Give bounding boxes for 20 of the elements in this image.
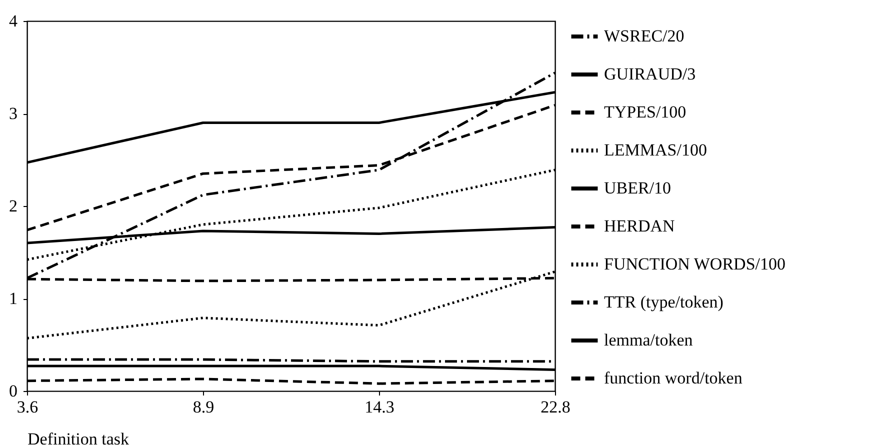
legend-label: WSREC/20 [604,26,684,46]
legend-label: function word/token [604,368,743,388]
legend-label: LEMMAS/100 [604,140,707,160]
legend-label: lemma/token [604,330,694,350]
legend-label: FUNCTION WORDS/100 [604,254,786,274]
legend-label: GUIRAUD/3 [604,64,696,84]
legend-label: HERDAN [604,216,675,236]
x-tick-label: 8.9 [192,398,214,416]
y-tick-label: 1 [9,289,18,308]
x-axis-title: Definition task [28,430,130,448]
y-tick-label: 4 [9,12,18,30]
x-tick-label: 22.8 [540,398,570,416]
x-tick-label: 3.6 [16,398,38,416]
x-tick-label: 14.3 [364,398,394,416]
y-tick-label: 2 [9,196,18,216]
legend-label: TYPES/100 [604,102,686,122]
legend-label: TTR (type/token) [604,292,724,312]
y-tick-label: 3 [9,104,18,123]
y-tick-label: 0 [9,382,18,400]
legend-label: UBER/10 [604,178,672,198]
